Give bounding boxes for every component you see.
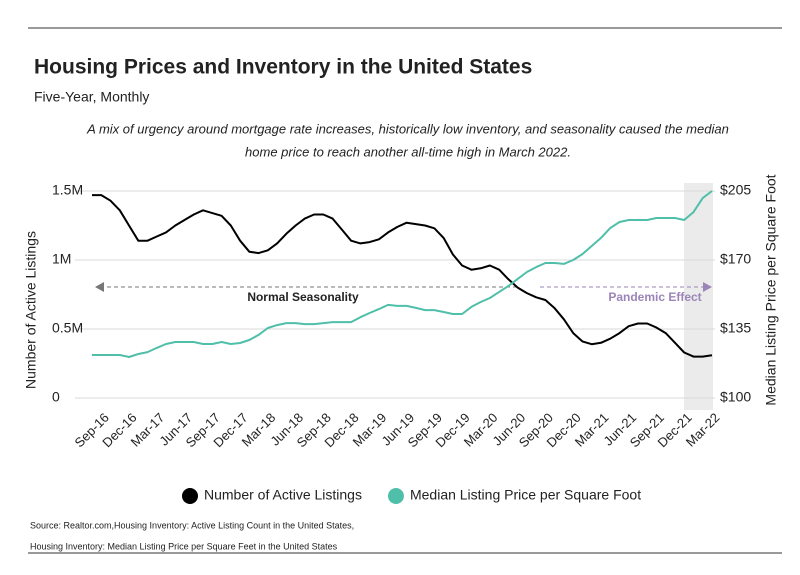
description: home price to reach another all-time hig… — [245, 144, 571, 159]
annotation: Normal Seasonality — [247, 290, 359, 304]
chart-subtitle: Five-Year, Monthly — [34, 89, 149, 105]
legend-label: Median Listing Price per Square Foot — [410, 487, 641, 503]
y2-tick-label: $205 — [720, 182, 751, 198]
source: Housing Inventory: Median Listing Price … — [30, 541, 338, 551]
chart-title: Housing Prices and Inventory in the Unit… — [34, 56, 532, 79]
legend-swatch — [182, 488, 198, 504]
pandemic-shade — [684, 183, 713, 410]
y-tick-label: 1.5M — [52, 182, 83, 198]
legend-label: Number of Active Listings — [204, 487, 362, 503]
y-axis-label: Number of Active Listings — [23, 231, 39, 389]
source: Source: Realtor.com,Housing Inventory: A… — [30, 520, 354, 530]
y-tick-label: 1M — [52, 251, 71, 267]
arrow-head — [95, 282, 104, 292]
series-line — [92, 194, 713, 358]
legend-swatch — [387, 488, 404, 504]
y-tick-label: 0 — [52, 389, 60, 405]
description: A mix of urgency around mortgage rate in… — [86, 121, 729, 136]
series-line — [92, 190, 713, 358]
annotation: Pandemic Effect — [608, 290, 701, 304]
y2-axis-label: Median Listing Price per Square Foot — [763, 174, 779, 405]
y-tick-label: 0.5M — [52, 320, 83, 336]
y2-tick-label: $135 — [720, 320, 751, 336]
arrow-head — [703, 282, 712, 292]
y2-tick-label: $100 — [720, 389, 751, 405]
y2-tick-label: $170 — [720, 251, 751, 267]
